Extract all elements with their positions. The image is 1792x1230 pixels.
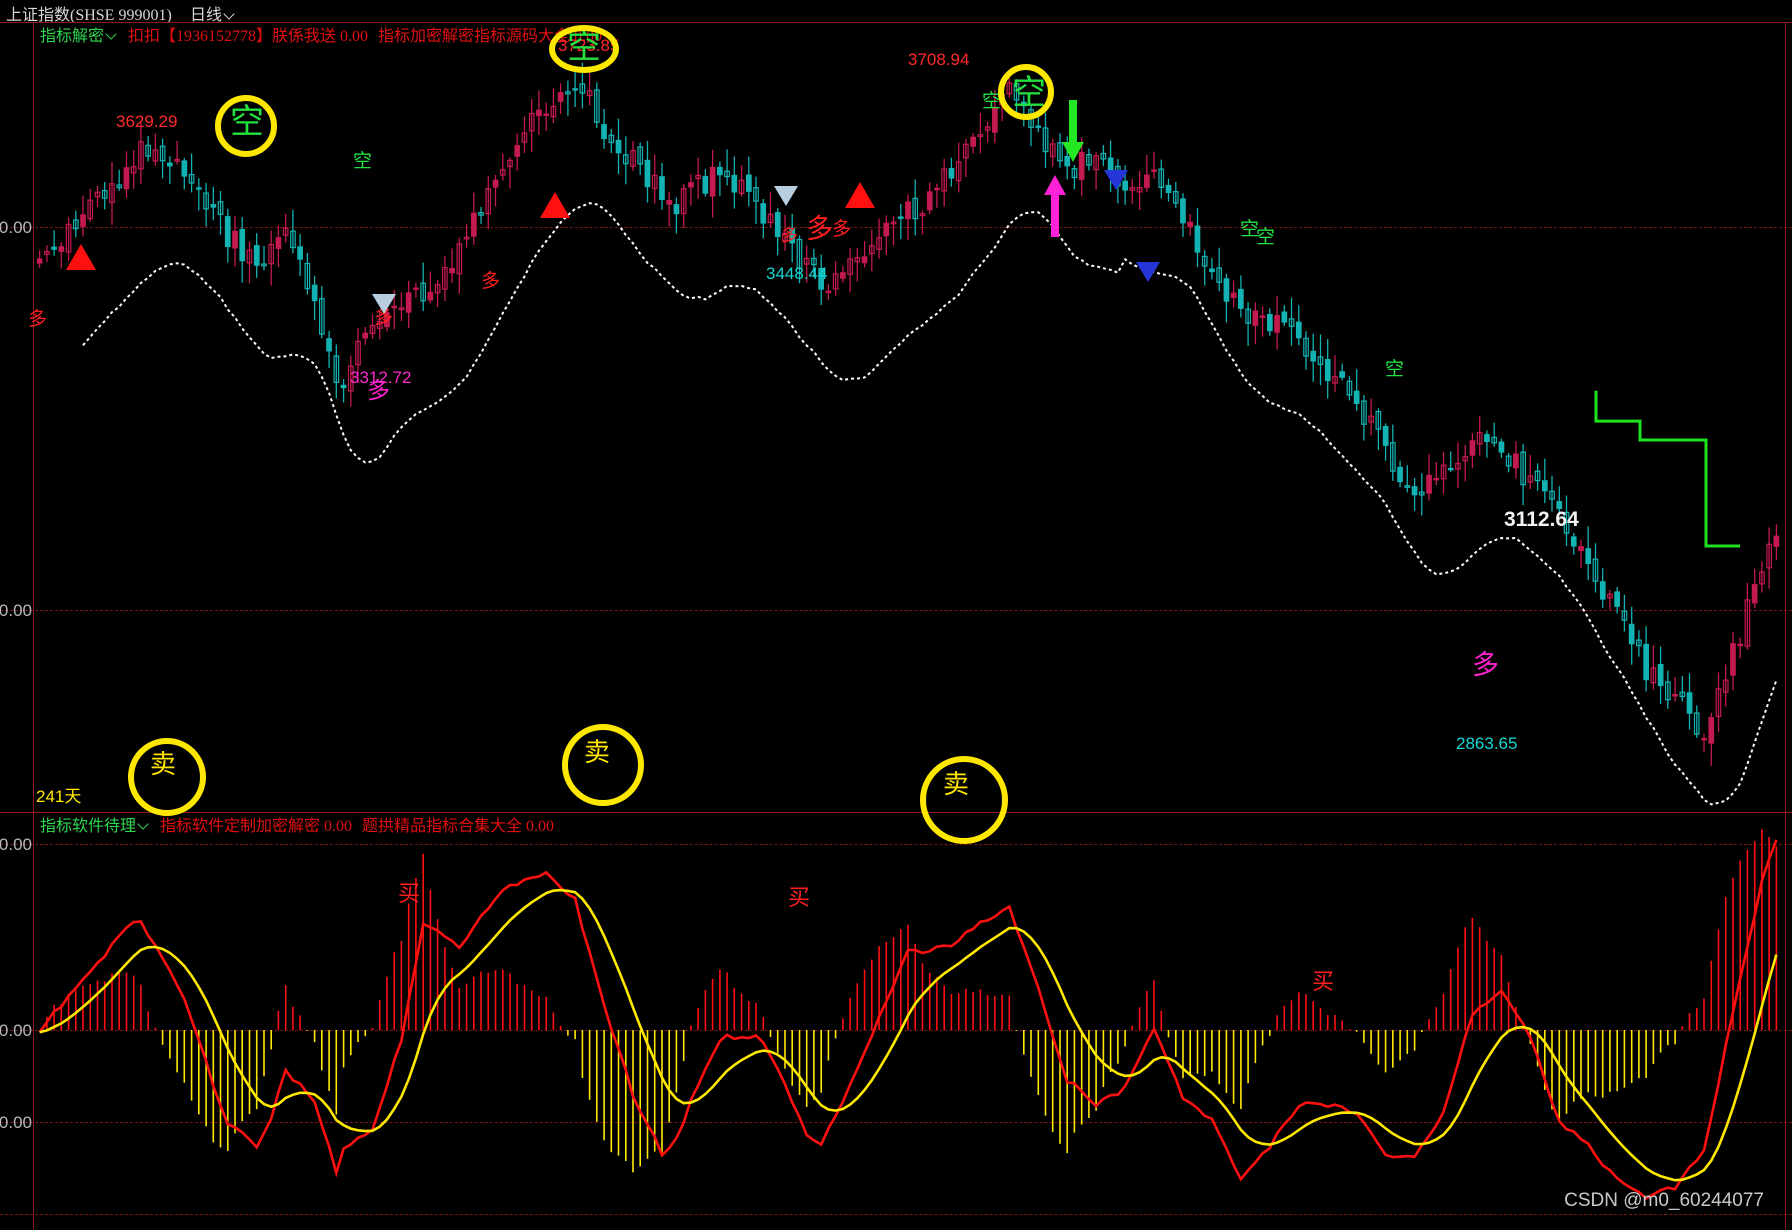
macd-indicator-param-1-label: 指标软件定制加密解密	[160, 818, 321, 835]
price-y-label-1: 00.00	[0, 218, 32, 237]
macd-gridline-top	[0, 844, 1792, 845]
price-indicator-param-1: 扣扣【1936152778】朕係我送 0.00	[128, 22, 368, 46]
price-panel-left-axis	[33, 22, 34, 812]
price-indicator-param-2-value: 0.00	[574, 28, 603, 45]
macd-indicator-param-2: 题拱精品指标合集大全 0.00	[362, 812, 554, 836]
price-indicator-param-1-value: 0.00	[340, 28, 369, 45]
period-label: 日线	[190, 7, 223, 24]
price-indicator-param-2-label: 指标加密解密指标源码大全	[378, 28, 571, 45]
price-chart-canvas	[36, 62, 1780, 806]
macd-indicator-name[interactable]: 指标软件待理	[40, 818, 137, 835]
macd-y-label-50: 50.00	[0, 835, 32, 854]
macd-indicator-param-2-value: 0.00	[526, 818, 555, 835]
csdn-watermark: CSDN @m0_60244077	[1564, 1190, 1764, 1211]
macd-gridline-neg50	[0, 1122, 1792, 1123]
macd-panel-right-axis	[1785, 812, 1786, 1230]
macd-chart-canvas	[38, 829, 1778, 1200]
macd-panel-top-border	[0, 812, 1792, 813]
macd-indicator-param-1: 指标软件定制加密解密 0.00	[160, 812, 352, 836]
price-indicator-name[interactable]: 指标解密	[40, 28, 105, 45]
symbol-title: 上证指数(SHSE 999001)	[6, 7, 172, 24]
day-count-label: 241天	[36, 787, 82, 806]
macd-indicator-bar[interactable]: 指标软件待理 指标软件定制加密解密 0.00 题拱精品指标合集大全 0.00	[40, 813, 554, 835]
macd-indicator-param-2-label: 题拱精品指标合集大全	[362, 818, 523, 835]
price-indicator-param-1-label: 扣扣【1936152778】朕係我送	[128, 28, 337, 45]
price-panel-top-border	[0, 22, 1792, 23]
period-selector[interactable]: 日线	[190, 1, 236, 25]
macd-gridline-zero	[0, 1030, 1792, 1031]
price-gridline-2	[0, 610, 1792, 611]
window-title-bar: 上证指数(SHSE 999001) 日线	[0, 0, 1792, 25]
price-indicator-bar[interactable]: 指标解密 扣扣【1936152778】朕係我送 0.00 指标加密解密指标源码大…	[40, 23, 602, 45]
price-indicator-param-2: 指标加密解密指标源码大全 0.00	[378, 22, 602, 46]
macd-indicator-param-1-value: 0.00	[324, 818, 353, 835]
price-panel: 指标解密 扣扣【1936152778】朕係我送 0.00 指标加密解密指标源码大…	[0, 22, 1792, 812]
price-panel-right-axis	[1785, 22, 1786, 812]
macd-panel-left-axis	[33, 812, 34, 1230]
price-y-label-2: 00.00	[0, 601, 32, 620]
macd-panel: 指标软件待理 指标软件定制加密解密 0.00 题拱精品指标合集大全 0.00 5…	[0, 812, 1792, 1230]
macd-gridline-bottom	[0, 1214, 1792, 1215]
macd-y-label-neg50: 50.00	[0, 1113, 32, 1132]
macd-y-label-0: 0.00	[0, 1021, 32, 1040]
chevron-down-icon[interactable]	[225, 9, 236, 20]
price-gridline-1	[0, 227, 1792, 228]
